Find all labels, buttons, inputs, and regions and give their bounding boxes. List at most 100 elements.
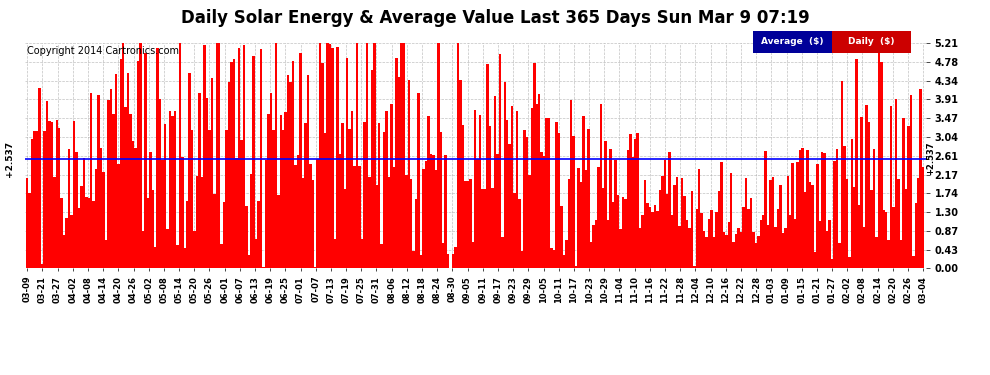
Bar — [100, 148, 102, 268]
Bar — [226, 129, 228, 268]
Bar — [744, 178, 747, 268]
Bar — [774, 226, 777, 268]
Bar — [479, 115, 481, 268]
Bar — [95, 169, 97, 268]
Bar — [440, 132, 442, 268]
Bar — [590, 242, 592, 268]
Bar — [832, 31, 911, 53]
Bar — [592, 225, 595, 268]
Bar — [432, 155, 435, 268]
Bar — [181, 157, 183, 268]
Bar — [693, 266, 696, 268]
Bar — [413, 251, 415, 268]
Bar — [471, 242, 474, 268]
Bar — [907, 126, 910, 268]
Bar — [218, 44, 221, 268]
Bar — [738, 228, 740, 268]
Bar — [115, 74, 117, 268]
Bar — [562, 255, 565, 268]
Bar — [698, 169, 701, 268]
Bar — [346, 58, 348, 268]
Bar — [637, 133, 639, 268]
Bar — [168, 111, 171, 268]
Bar — [388, 177, 390, 268]
Bar — [304, 123, 307, 268]
Bar — [221, 244, 223, 268]
Bar — [36, 131, 39, 268]
Bar — [511, 106, 514, 268]
Bar — [425, 161, 428, 268]
Bar — [252, 56, 254, 268]
Bar — [597, 166, 600, 268]
Bar — [130, 114, 132, 268]
Bar — [612, 202, 614, 268]
Bar — [730, 173, 733, 268]
Bar — [173, 111, 176, 268]
Bar — [759, 220, 762, 268]
Bar — [910, 95, 912, 268]
Bar — [430, 154, 432, 268]
Bar — [383, 132, 385, 268]
Bar — [666, 194, 668, 268]
Bar — [486, 63, 489, 268]
Bar — [642, 215, 644, 268]
Bar — [154, 247, 156, 268]
Bar — [373, 44, 375, 268]
Bar — [754, 243, 757, 268]
Bar — [257, 201, 259, 268]
Bar — [193, 231, 196, 268]
Bar — [375, 185, 378, 268]
Bar — [102, 171, 105, 268]
Bar — [289, 82, 292, 268]
Bar — [509, 144, 511, 268]
Bar — [446, 254, 449, 268]
Bar — [46, 100, 49, 268]
Bar — [454, 247, 456, 268]
Bar — [198, 93, 201, 268]
Bar — [831, 260, 834, 268]
Bar — [499, 54, 501, 268]
Bar — [789, 215, 791, 268]
Bar — [272, 130, 274, 268]
Bar — [491, 188, 494, 268]
Bar — [504, 82, 506, 268]
Bar — [777, 209, 779, 268]
Bar — [117, 165, 120, 268]
Bar — [489, 126, 491, 268]
Bar — [703, 231, 705, 268]
Bar — [868, 122, 870, 268]
Bar — [319, 44, 322, 268]
Bar — [344, 189, 346, 268]
Bar — [299, 53, 302, 268]
Bar — [287, 75, 289, 268]
Bar — [284, 112, 287, 268]
Bar — [277, 195, 279, 268]
Bar — [794, 219, 796, 268]
Bar — [541, 152, 543, 268]
Bar — [661, 176, 663, 268]
Bar — [733, 242, 735, 268]
Bar — [521, 251, 523, 268]
Bar — [629, 134, 632, 268]
Bar — [370, 70, 373, 268]
Bar — [814, 252, 816, 268]
Bar — [565, 240, 567, 268]
Bar — [188, 74, 191, 268]
Bar — [127, 73, 130, 268]
Bar — [393, 167, 395, 268]
Bar — [68, 148, 70, 268]
Bar — [259, 49, 262, 268]
Bar — [82, 158, 85, 268]
Bar — [912, 256, 915, 268]
Bar — [496, 154, 499, 268]
Bar — [216, 44, 218, 268]
Bar — [274, 44, 277, 268]
Bar — [55, 120, 58, 268]
Text: Average  ($): Average ($) — [761, 38, 824, 46]
Bar — [533, 63, 536, 268]
Bar — [159, 99, 161, 268]
Bar — [617, 195, 619, 268]
Bar — [836, 148, 839, 268]
Bar — [752, 231, 754, 268]
Bar — [905, 189, 907, 268]
